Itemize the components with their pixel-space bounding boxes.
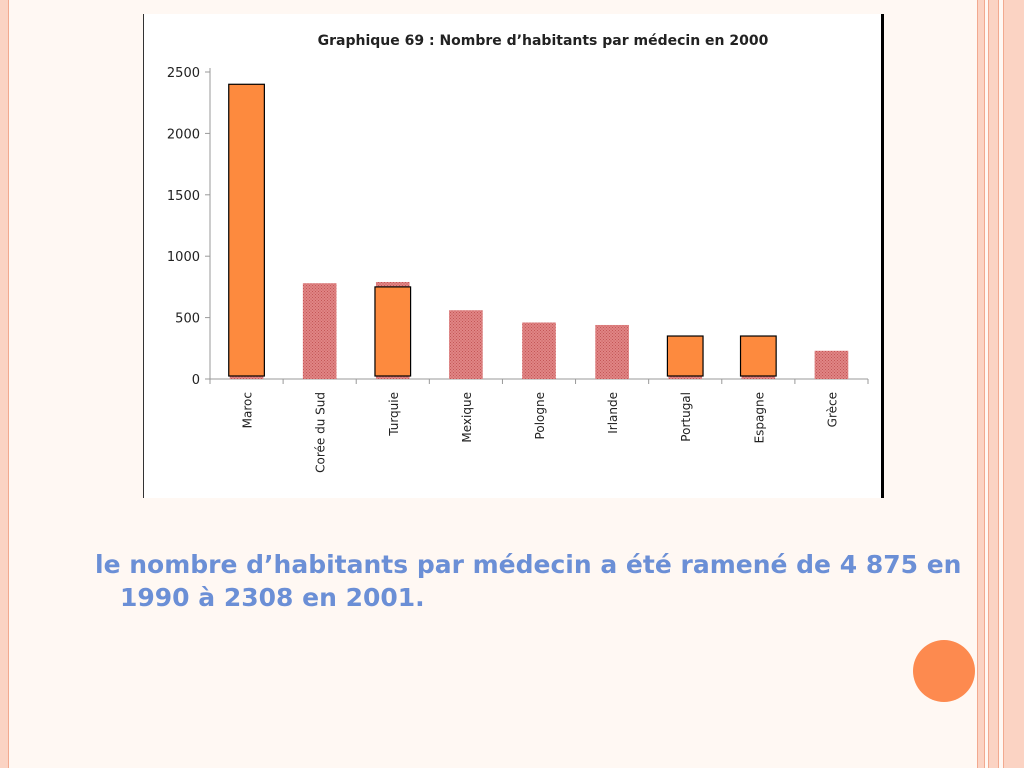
- bar-Mexique: [449, 310, 483, 379]
- x-tick-label: Pologne: [533, 392, 547, 439]
- chart-frame-right: [881, 14, 884, 498]
- bar-Irlande: [595, 324, 629, 379]
- chart-frame-left: [143, 14, 144, 498]
- y-tick-label: 2000: [167, 127, 200, 142]
- x-tick-label: Irlande: [606, 392, 620, 434]
- y-tick-label: 1000: [167, 250, 200, 265]
- y-tick-label: 500: [175, 312, 200, 327]
- y-tick-label: 1500: [167, 189, 200, 204]
- bar-Pologne: [522, 322, 556, 379]
- highlight-bar-Maroc: [228, 83, 265, 377]
- y-tick-label: 2500: [167, 66, 200, 81]
- x-tick-label: Espagne: [752, 392, 766, 443]
- highlight-bar-Espagne: [739, 335, 777, 377]
- x-tick-label: Maroc: [241, 392, 255, 428]
- caption-text: le nombre d’habitants par médecin a été …: [95, 550, 962, 612]
- right-border-stripe: [988, 0, 999, 768]
- chart-panel: [143, 14, 884, 498]
- right-border-stripe: [1003, 0, 1024, 768]
- right-border-stripe: [977, 0, 985, 768]
- bar-Corée du Sud: [302, 283, 337, 379]
- highlight-bar-Turquie: [374, 286, 412, 377]
- left-border-decoration: [0, 0, 9, 768]
- highlight-bar-Portugal: [666, 335, 704, 377]
- y-tick-label: 0: [192, 373, 200, 388]
- x-tick-label: Mexique: [460, 392, 474, 443]
- x-tick-label: Grèce: [825, 392, 839, 427]
- chart-title: Graphique 69 : Nombre d’habitants par mé…: [318, 33, 769, 49]
- decorative-orange-circle: [913, 640, 975, 702]
- x-tick-label: Portugal: [679, 392, 693, 442]
- x-tick-label: Corée du Sud: [314, 392, 328, 473]
- x-tick-label: Turquie: [387, 392, 401, 437]
- bar-Grèce: [814, 350, 849, 379]
